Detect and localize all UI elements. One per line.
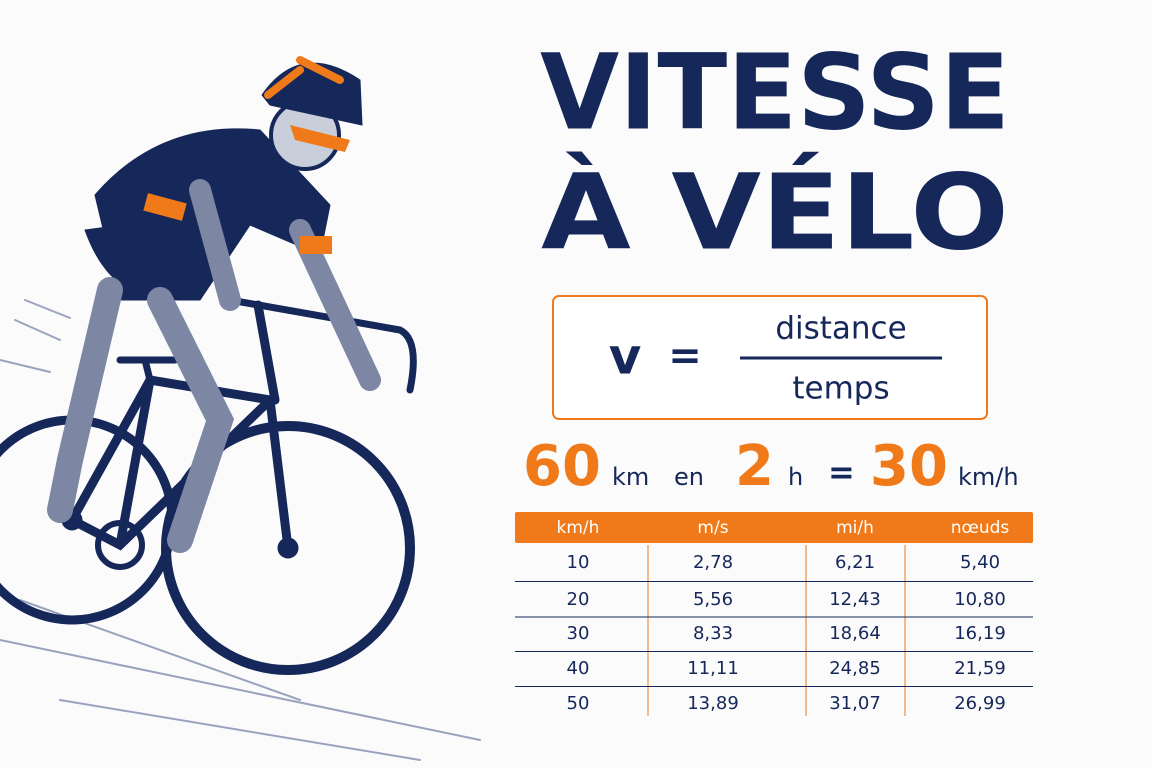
table-header: m/s <box>697 518 728 538</box>
example-distance-unit: km <box>612 463 649 491</box>
table-header: mi/h <box>836 518 874 538</box>
title-line-1: VITESSE <box>540 31 1010 153</box>
table-cell: 20 <box>567 589 590 610</box>
table-cell: 2,78 <box>693 552 733 573</box>
table-cell: 40 <box>567 658 590 679</box>
table-cell: 12,43 <box>829 589 881 610</box>
table-cell: 30 <box>567 623 590 644</box>
table-cell: 21,59 <box>954 658 1006 679</box>
example-time-unit: h <box>788 463 803 491</box>
formula-denominator: temps <box>792 371 889 407</box>
table-header: nœuds <box>951 518 1010 538</box>
example: 60 km en 2 h = 30 km/h <box>523 434 1019 499</box>
formula-lhs: v <box>609 328 642 386</box>
formula-numerator: distance <box>775 311 906 347</box>
table-cell: 16,19 <box>954 623 1006 644</box>
example-distance: 60 <box>523 434 601 499</box>
table-cell: 50 <box>567 693 590 714</box>
table-cell: 24,85 <box>829 658 881 679</box>
cyclist-illustration <box>0 56 481 761</box>
table-cell: 8,33 <box>693 623 733 644</box>
table-cell: 11,11 <box>687 658 739 679</box>
example-connector: en <box>674 463 704 491</box>
table-cell: 5,40 <box>960 552 1000 573</box>
conversion-table: km/h m/s mi/h nœuds 10 2,78 6,21 5,40 20 5,56 12,4… <box>515 512 1033 716</box>
table-cell: 13,89 <box>687 693 739 714</box>
table-header: km/h <box>557 518 600 538</box>
title-line-2: À VÉLO <box>541 151 1009 273</box>
table-cell: 31,07 <box>829 693 881 714</box>
table-cell: 18,64 <box>829 623 881 644</box>
table-cell: 10 <box>567 552 590 573</box>
table-header-bar <box>515 512 1033 543</box>
example-equals: = <box>828 453 855 491</box>
example-speed: 30 <box>870 434 948 499</box>
example-speed-unit: km/h <box>958 463 1019 491</box>
formula-equals: = <box>668 333 702 379</box>
table-cell: 26,99 <box>954 693 1006 714</box>
table-cell: 10,80 <box>954 589 1006 610</box>
table-cell: 6,21 <box>835 552 875 573</box>
table-cell: 5,56 <box>693 589 733 610</box>
example-time: 2 <box>735 434 774 499</box>
